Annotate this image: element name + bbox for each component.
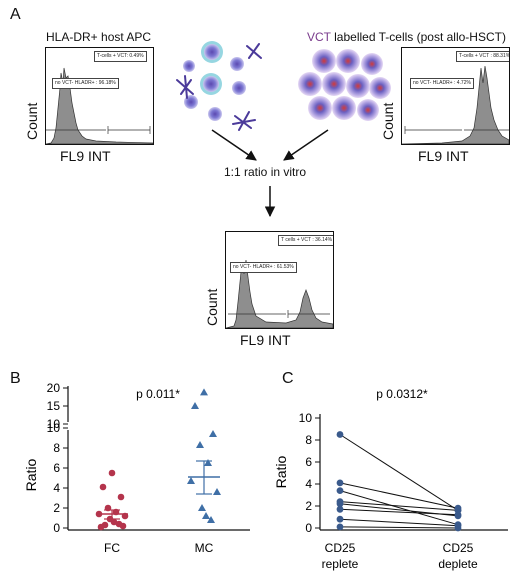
data-point-mc [187, 477, 195, 484]
y-axis-label: Ratio [23, 458, 39, 491]
data-point-replete [336, 500, 344, 508]
apc-cell-center [200, 73, 222, 95]
y-tick-label-upper: 15 [47, 399, 61, 413]
y-tick-label: 0 [305, 521, 312, 535]
paired-line [339, 526, 459, 529]
data-point-mc [198, 504, 206, 511]
x-tick-label-line1: CD25 [325, 541, 356, 555]
y-tick-label-upper: 20 [47, 381, 61, 395]
y-tick-label-lower: 10 [47, 421, 61, 435]
data-point-fc [117, 493, 125, 501]
data-point-fc [108, 469, 116, 477]
right-histogram: T-cells + VCT : 88.31% no VCT- HLADR+ : … [401, 47, 510, 145]
converging-arrows [211, 129, 329, 218]
y-tick-label-lower: 0 [53, 521, 60, 535]
data-point-deplete [454, 524, 462, 532]
x-tick-label-line2: replete [322, 557, 359, 571]
vct-word: VCT [307, 30, 331, 44]
y-tick-label: 4 [305, 477, 312, 491]
y-tick-label-lower: 4 [53, 481, 60, 495]
combined-histogram-plot [226, 259, 333, 328]
data-point-fc [99, 483, 107, 491]
data-point-mc [202, 512, 210, 519]
right-gate-bottom: no VCT- HLADR+ : 4.72% [410, 78, 474, 89]
left-hist-xlabel: FL9 INT [60, 148, 111, 164]
bottom-gate-bottom: no VCT- HLADR+ : 61.53% [230, 262, 297, 273]
apc-title: HLA-DR+ host APC [46, 30, 152, 44]
panel-a-letter: A [10, 6, 21, 23]
data-point-fc [97, 523, 105, 531]
data-point-mc [191, 402, 199, 409]
apc-cells-illustration [176, 41, 262, 131]
data-point-replete [336, 479, 344, 487]
p-value-label: p 0.0312* [376, 387, 428, 401]
data-point-replete [336, 523, 344, 531]
y-tick-label-lower: 8 [53, 441, 60, 455]
left-gate-top: T-cells + VCT: 0.49% [94, 51, 147, 62]
data-point-mc [209, 430, 217, 437]
data-point-deplete [454, 511, 462, 519]
y-tick-label-upper: 10 [47, 417, 61, 431]
left-histogram: T-cells + VCT: 0.49% no VCT- HLADR+ : 96… [45, 47, 154, 145]
data-point-replete [336, 431, 344, 438]
paired-line [339, 508, 459, 516]
y-tick-label-lower: 6 [53, 461, 60, 475]
data-point-mc [207, 516, 215, 523]
y-tick-label-lower: 2 [53, 501, 60, 515]
y-axis-label: Ratio [273, 455, 289, 488]
left-gate-bottom: no VCT- HLADR+ : 96.18% [52, 78, 119, 89]
x-tick-label: MC [195, 541, 214, 555]
data-point-replete [336, 505, 344, 513]
apc-cell [201, 41, 223, 63]
data-point-mc [213, 488, 221, 495]
data-point-mc [204, 459, 212, 466]
data-point-fc [119, 522, 127, 530]
bottom-hist-ylabel: Count [204, 288, 220, 326]
y-tick-label: 2 [305, 499, 312, 513]
data-point-mc [200, 388, 208, 396]
data-point-fc [110, 518, 118, 526]
x-tick-label: FC [104, 541, 120, 555]
p-value-label: p 0.011* [136, 387, 180, 401]
paired-line [339, 434, 459, 511]
right-hist-xlabel: FL9 INT [418, 148, 469, 164]
bottom-gate-top: T cells + VCT : 36.14% [278, 235, 333, 246]
paired-line [339, 518, 459, 527]
panel-c-chart: 10 8 6 4 2 0 Ratio p 0.0312* CD25 replete CD25 depl… [273, 387, 508, 571]
combined-histogram: T cells + VCT : 36.14% no VCT- HLADR+ : … [225, 231, 334, 329]
bottom-hist-xlabel: FL9 INT [240, 332, 291, 348]
data-point-replete [336, 515, 344, 523]
tcell-group [298, 49, 391, 121]
data-point-replete [336, 487, 344, 494]
tcells-illustration [298, 49, 391, 121]
data-point-mc [196, 441, 204, 448]
y-tick-label: 10 [299, 411, 313, 425]
right-histogram-plot [402, 65, 509, 144]
y-tick-label: 6 [305, 455, 312, 469]
panel-b-letter: B [10, 370, 21, 387]
paired-line [339, 501, 459, 511]
y-tick-label: 8 [305, 433, 312, 447]
paired-line [339, 490, 459, 526]
paired-line [339, 482, 459, 509]
x-tick-label-line1: CD25 [443, 541, 474, 555]
ratio-label: 1:1 ratio in vitro [224, 165, 307, 179]
tcell-title-rest: labelled T-cells (post allo-HSCT) [330, 30, 506, 44]
right-gate-top: T-cells + VCT : 88.31% [456, 51, 509, 62]
x-tick-label-line2: deplete [438, 557, 478, 571]
tcell-title: VCT labelled T-cells (post allo-HSCT) [307, 30, 506, 44]
panel-c-letter: C [282, 370, 294, 387]
